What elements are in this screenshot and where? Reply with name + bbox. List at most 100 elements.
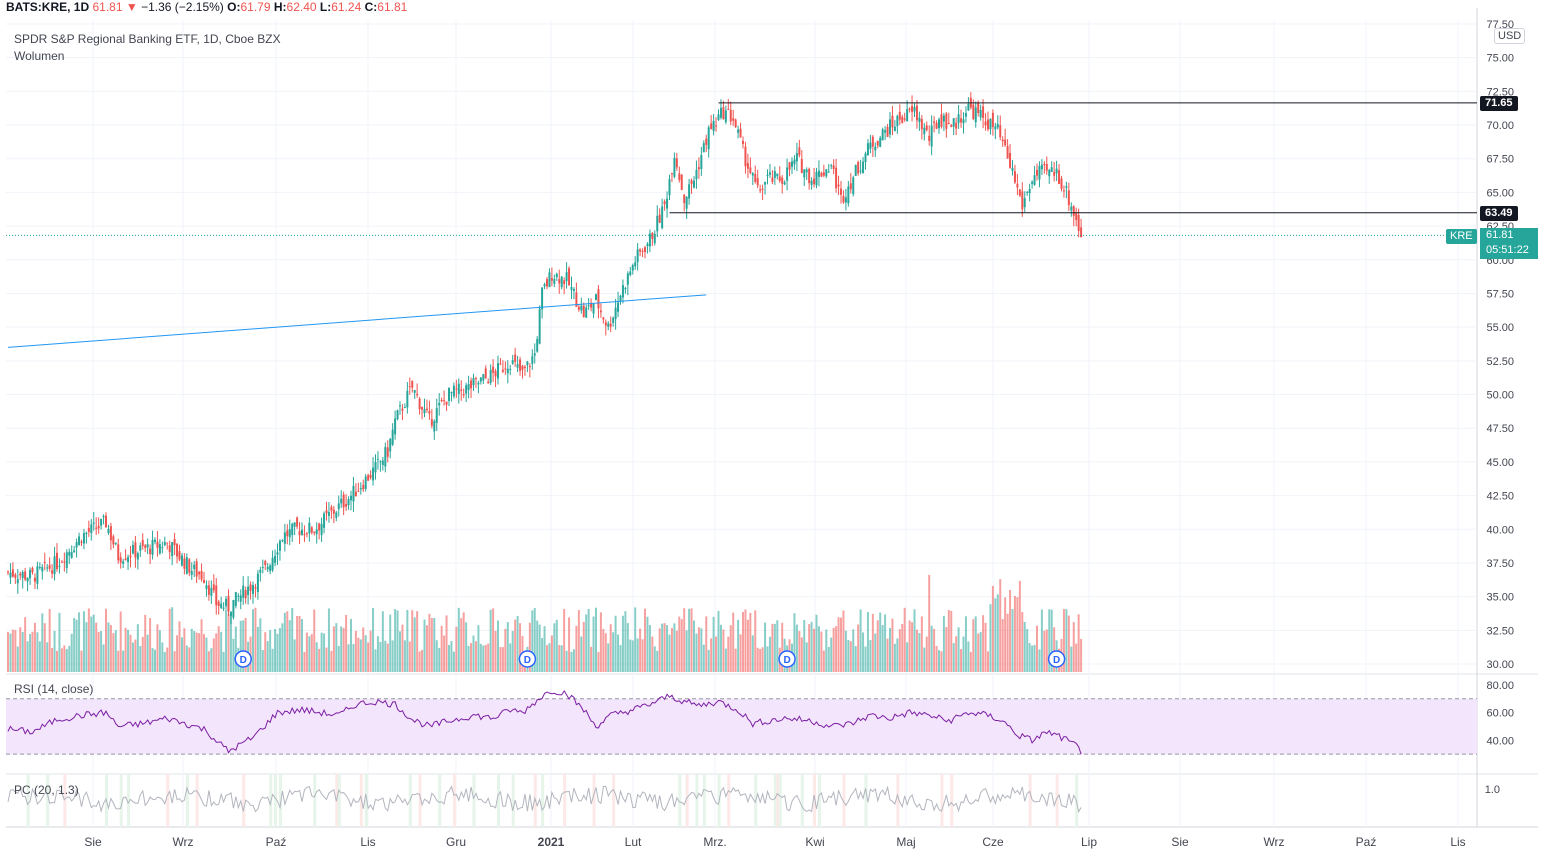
candle-body bbox=[489, 369, 492, 383]
candle-body bbox=[114, 543, 117, 545]
candle-body bbox=[354, 491, 357, 497]
volume-bar bbox=[879, 612, 882, 672]
volume-bar bbox=[1072, 622, 1075, 672]
volume-bar bbox=[1026, 629, 1029, 672]
volume-bar bbox=[795, 624, 798, 672]
volume-bar bbox=[403, 640, 406, 672]
volume-bar bbox=[840, 617, 842, 672]
candle-body bbox=[1080, 227, 1083, 238]
volume-bar bbox=[31, 631, 34, 672]
volume-bar bbox=[362, 627, 365, 672]
candle-body bbox=[406, 390, 409, 408]
volume-bar bbox=[92, 614, 95, 672]
candle-body bbox=[646, 243, 649, 247]
volume-bar bbox=[499, 647, 502, 672]
pc-label[interactable]: PC (20, 1.3) bbox=[14, 783, 79, 797]
candle-body bbox=[712, 120, 715, 131]
rsi-tick-label: 80.00 bbox=[1486, 680, 1514, 692]
price-tick-label: 32.50 bbox=[1486, 625, 1514, 637]
candle-body bbox=[1038, 166, 1041, 180]
volume-bar bbox=[1031, 645, 1034, 672]
volume-bar bbox=[176, 635, 179, 672]
candle-body bbox=[293, 522, 296, 527]
volume-bar bbox=[715, 636, 718, 672]
volume-bar bbox=[296, 616, 299, 672]
volume-bar bbox=[555, 619, 558, 672]
volume-bar bbox=[154, 649, 156, 672]
candle-body bbox=[908, 108, 911, 110]
volume-bar bbox=[497, 620, 499, 672]
currency-badge[interactable]: USD bbox=[1494, 28, 1526, 44]
volume-bar bbox=[982, 615, 985, 672]
volume-bar bbox=[134, 639, 137, 672]
volume-bar bbox=[641, 639, 644, 672]
volume-bar bbox=[516, 616, 519, 672]
candle-body bbox=[893, 126, 896, 132]
candle-body bbox=[925, 125, 928, 131]
candle-body bbox=[572, 289, 575, 291]
volume-bar bbox=[460, 618, 463, 672]
volume-bar bbox=[264, 632, 267, 672]
volume-bar bbox=[906, 642, 909, 672]
volume-bar bbox=[773, 623, 776, 672]
volume-bar bbox=[634, 607, 637, 672]
candle-body bbox=[734, 119, 737, 128]
symbol-header: BATS:KRE, 1D 61.81 ▼ −1.36 (−2.15%) O:61… bbox=[6, 0, 407, 14]
volume-bar bbox=[70, 633, 73, 672]
volume-bar bbox=[489, 609, 492, 672]
candle-body bbox=[92, 522, 95, 524]
low-value: 61.24 bbox=[331, 0, 362, 14]
candle-body bbox=[889, 119, 891, 135]
candle-body bbox=[830, 165, 833, 167]
candle-body bbox=[697, 167, 700, 170]
candle-body bbox=[176, 543, 179, 557]
candle-body bbox=[418, 398, 421, 410]
volume-bar bbox=[923, 647, 926, 672]
volume-bar bbox=[911, 622, 914, 672]
candle-body bbox=[947, 123, 950, 125]
volume-bar bbox=[1043, 630, 1046, 672]
candle-body bbox=[930, 125, 933, 147]
candle-body bbox=[254, 587, 257, 589]
volume-bar bbox=[119, 611, 122, 672]
volume-bar bbox=[347, 644, 350, 672]
candle-body bbox=[386, 447, 389, 457]
candle-body bbox=[151, 539, 154, 555]
candle-body bbox=[1050, 167, 1053, 172]
candle-body bbox=[315, 529, 318, 535]
candle-body bbox=[617, 302, 620, 312]
candle-body bbox=[759, 189, 762, 191]
rsi-label[interactable]: RSI (14, close) bbox=[14, 682, 94, 696]
candle-body bbox=[840, 188, 842, 195]
candle-body bbox=[215, 585, 218, 606]
candle-body bbox=[173, 539, 176, 546]
volume-bar bbox=[87, 608, 90, 672]
candle-body bbox=[673, 157, 676, 177]
candle-body bbox=[217, 601, 220, 607]
volume-bar bbox=[587, 608, 590, 672]
candle-body bbox=[457, 383, 460, 394]
volume-bar bbox=[1075, 643, 1078, 672]
volume-bar bbox=[550, 635, 553, 672]
volume-bar bbox=[472, 635, 475, 672]
volume-bar bbox=[340, 626, 343, 672]
candle-body bbox=[421, 406, 424, 410]
volume-bar bbox=[1036, 625, 1038, 672]
candle-body bbox=[609, 323, 612, 327]
candle-body bbox=[621, 285, 624, 298]
candle-body bbox=[835, 167, 838, 189]
candle-body bbox=[247, 586, 250, 595]
volume-bar bbox=[408, 641, 411, 672]
volume-bar bbox=[761, 647, 764, 672]
volume-bar bbox=[999, 579, 1002, 672]
price-tick-label: 57.50 bbox=[1486, 288, 1514, 300]
volume-bar bbox=[722, 629, 725, 672]
candle-body bbox=[440, 400, 443, 402]
volume-bar bbox=[746, 619, 749, 672]
candle-body bbox=[139, 545, 142, 551]
pc-highlight-band bbox=[695, 774, 699, 827]
candle-body bbox=[185, 557, 188, 574]
volume-bar bbox=[666, 625, 669, 672]
candle-body bbox=[53, 556, 56, 575]
